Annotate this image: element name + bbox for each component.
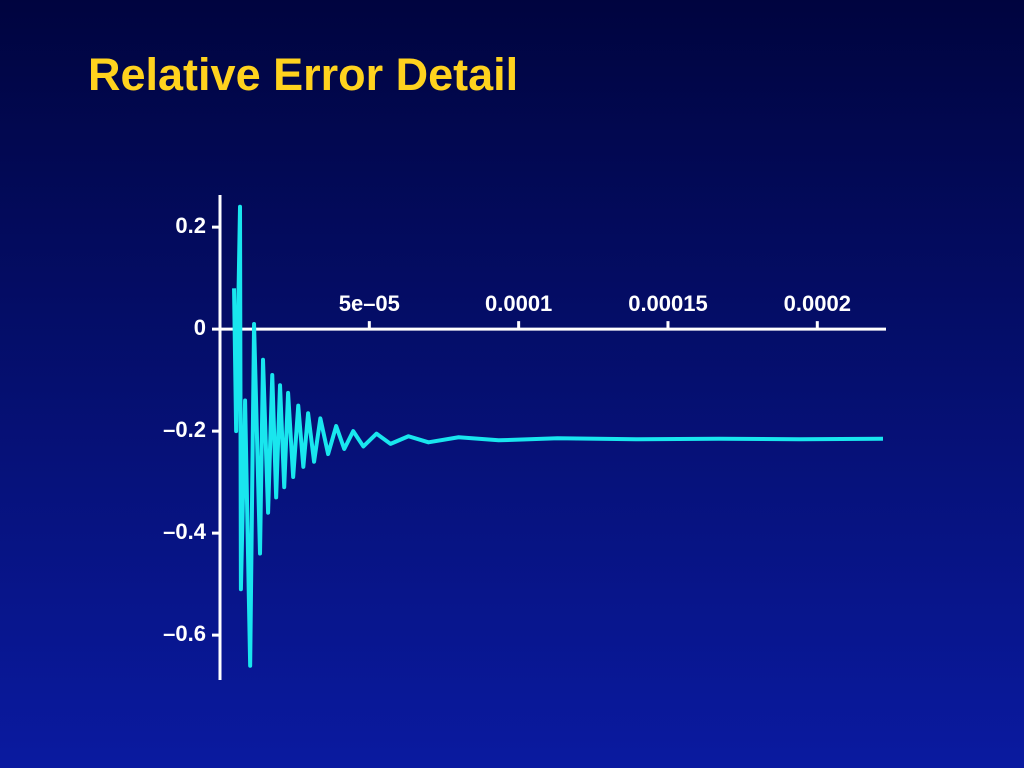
x-tick-label: 0.0001 bbox=[485, 291, 552, 316]
y-tick-label: –0.6 bbox=[163, 621, 206, 646]
y-tick-label: 0.2 bbox=[175, 213, 206, 238]
data-line bbox=[232, 204, 884, 668]
y-tick-label: –0.4 bbox=[163, 519, 207, 544]
chart-title: Relative Error Detail bbox=[88, 49, 518, 100]
x-tick-label: 5e–05 bbox=[339, 291, 400, 316]
x-tick-label: 0.0002 bbox=[784, 291, 851, 316]
x-tick-label: 0.00015 bbox=[628, 291, 708, 316]
y-tick-label: 0 bbox=[194, 315, 206, 340]
y-tick-label: –0.2 bbox=[163, 417, 206, 442]
